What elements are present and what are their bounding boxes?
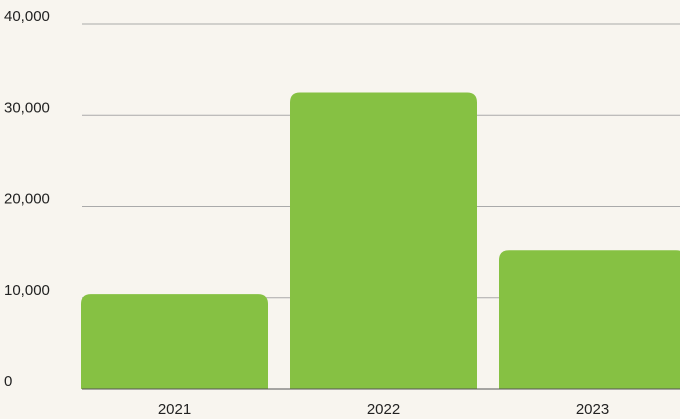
x-tick-label: 2023 — [576, 401, 609, 418]
y-tick-label: 40,000 — [4, 8, 50, 25]
y-tick-label: 20,000 — [4, 191, 50, 208]
bar — [290, 92, 477, 389]
bar — [81, 294, 268, 389]
y-tick-label: 30,000 — [4, 99, 50, 116]
x-tick-label: 2022 — [367, 401, 400, 418]
y-tick-label: 0 — [4, 373, 12, 390]
x-tick-label: 2021 — [158, 401, 191, 418]
bar — [499, 250, 680, 389]
y-tick-label: 10,000 — [4, 282, 50, 299]
